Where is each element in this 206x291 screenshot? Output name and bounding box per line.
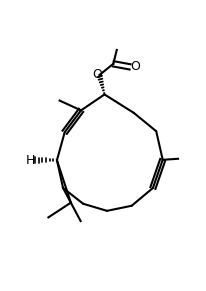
Text: H: H <box>26 154 35 167</box>
Text: O: O <box>92 68 102 81</box>
Text: O: O <box>130 60 139 73</box>
